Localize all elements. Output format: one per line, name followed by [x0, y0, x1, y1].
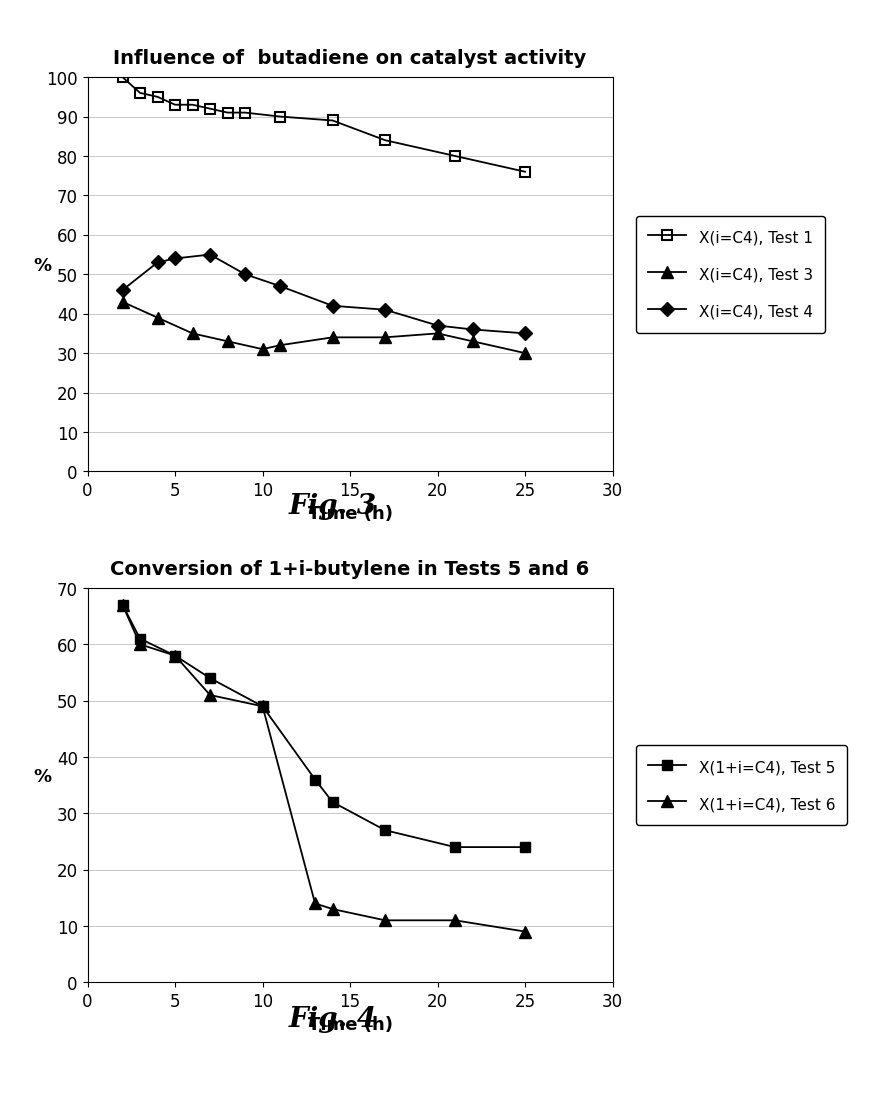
- Legend: X(i=C4), Test 1, X(i=C4), Test 3, X(i=C4), Test 4: X(i=C4), Test 1, X(i=C4), Test 3, X(i=C4…: [636, 216, 825, 333]
- Y-axis label: %: %: [34, 767, 52, 786]
- Line: X(i=C4), Test 3: X(i=C4), Test 3: [117, 296, 530, 360]
- X(i=C4), Test 1: [222, 107, 233, 120]
- X(i=C4), Test 3: [380, 331, 390, 344]
- X(1+i=C4), Test 5: [257, 700, 268, 714]
- X(i=C4), Test 3: [467, 335, 478, 349]
- X(i=C4), Test 1: [135, 87, 145, 100]
- X(i=C4), Test 4: [240, 269, 250, 282]
- X(i=C4), Test 4: [117, 284, 128, 297]
- X(i=C4), Test 1: [187, 99, 198, 112]
- X(i=C4), Test 1: [275, 111, 285, 124]
- X(i=C4), Test 3: [117, 295, 128, 309]
- X(1+i=C4), Test 6: [205, 688, 215, 702]
- X(i=C4), Test 3: [275, 339, 285, 352]
- X(i=C4), Test 1: [327, 114, 338, 128]
- Text: Fig. 4: Fig. 4: [289, 1006, 376, 1032]
- X(i=C4), Test 4: [327, 300, 338, 313]
- X-axis label: Time (h): Time (h): [307, 505, 393, 523]
- X(1+i=C4), Test 5: [135, 633, 145, 646]
- X(i=C4), Test 1: [380, 134, 390, 148]
- X(1+i=C4), Test 6: [135, 638, 145, 652]
- X(1+i=C4), Test 5: [327, 796, 338, 809]
- Title: Conversion of 1+i-butylene in Tests 5 and 6: Conversion of 1+i-butylene in Tests 5 an…: [110, 559, 590, 578]
- X(1+i=C4), Test 5: [380, 824, 390, 837]
- Title: Influence of  butadiene on catalyst activity: Influence of butadiene on catalyst activ…: [114, 49, 586, 68]
- X(i=C4), Test 4: [205, 249, 215, 262]
- X(1+i=C4), Test 6: [257, 700, 268, 714]
- Legend: X(1+i=C4), Test 5, X(1+i=C4), Test 6: X(1+i=C4), Test 5, X(1+i=C4), Test 6: [636, 745, 847, 826]
- Text: Fig. 3: Fig. 3: [289, 493, 376, 519]
- Y-axis label: %: %: [34, 256, 52, 275]
- X(1+i=C4), Test 6: [380, 914, 390, 927]
- X(i=C4), Test 4: [275, 280, 285, 293]
- X(i=C4), Test 3: [257, 343, 268, 356]
- X(i=C4), Test 3: [187, 327, 198, 341]
- X(i=C4), Test 1: [152, 91, 163, 104]
- X(1+i=C4), Test 5: [205, 672, 215, 685]
- X-axis label: Time (h): Time (h): [307, 1016, 393, 1033]
- X(i=C4), Test 1: [205, 102, 215, 115]
- X(i=C4), Test 1: [520, 165, 530, 179]
- X(1+i=C4), Test 6: [117, 598, 128, 612]
- X(1+i=C4), Test 6: [450, 914, 460, 927]
- X(i=C4), Test 4: [520, 327, 530, 341]
- X(1+i=C4), Test 5: [520, 840, 530, 854]
- X(i=C4), Test 3: [222, 335, 233, 349]
- X(i=C4), Test 1: [450, 150, 460, 163]
- X(1+i=C4), Test 6: [327, 902, 338, 916]
- X(i=C4), Test 3: [432, 327, 443, 341]
- X(1+i=C4), Test 6: [170, 649, 180, 663]
- X(i=C4), Test 4: [380, 303, 390, 316]
- Line: X(1+i=C4), Test 6: X(1+i=C4), Test 6: [117, 599, 530, 937]
- X(i=C4), Test 3: [327, 331, 338, 344]
- X(1+i=C4), Test 5: [310, 773, 320, 786]
- X(i=C4), Test 1: [240, 107, 250, 120]
- X(i=C4), Test 1: [117, 71, 128, 84]
- Line: X(i=C4), Test 4: X(i=C4), Test 4: [117, 250, 530, 339]
- Line: X(i=C4), Test 1: X(i=C4), Test 1: [117, 73, 530, 178]
- X(i=C4), Test 1: [170, 99, 180, 112]
- X(1+i=C4), Test 5: [117, 598, 128, 612]
- X(i=C4), Test 3: [152, 312, 163, 325]
- X(i=C4), Test 4: [152, 256, 163, 270]
- X(i=C4), Test 3: [520, 347, 530, 361]
- X(i=C4), Test 4: [467, 323, 478, 336]
- Line: X(1+i=C4), Test 5: X(1+i=C4), Test 5: [117, 601, 530, 852]
- X(1+i=C4), Test 6: [310, 897, 320, 910]
- X(i=C4), Test 4: [432, 320, 443, 333]
- X(1+i=C4), Test 5: [450, 840, 460, 854]
- X(i=C4), Test 4: [170, 252, 180, 265]
- X(1+i=C4), Test 6: [520, 925, 530, 938]
- X(1+i=C4), Test 5: [170, 649, 180, 663]
